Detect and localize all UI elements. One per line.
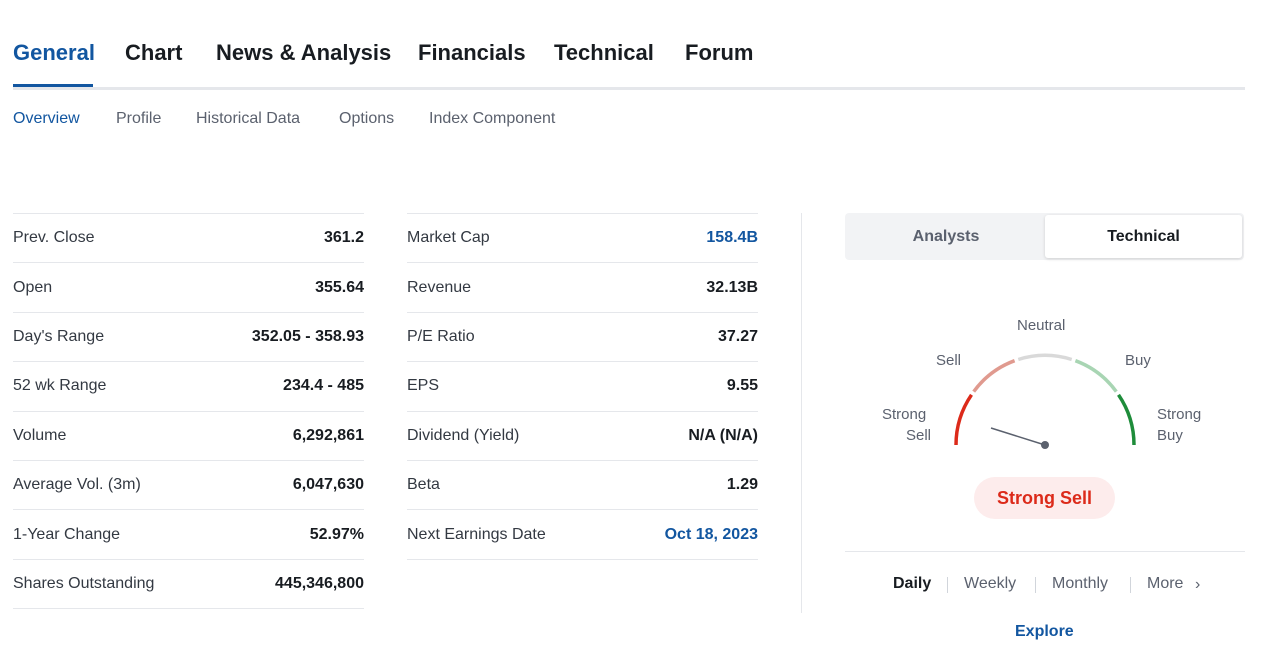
stat-label: Beta bbox=[407, 476, 440, 494]
gauge-label-neutral: Neutral bbox=[1017, 317, 1066, 334]
subtab-index-component[interactable]: Index Component bbox=[429, 110, 556, 127]
tab-news-analysis[interactable]: News & Analysis bbox=[216, 40, 392, 65]
stat-label: 1-Year Change bbox=[13, 525, 121, 543]
stat-label: Average Vol. (3m) bbox=[13, 476, 141, 494]
section-divider bbox=[845, 551, 1245, 552]
key-stats-left: Prev. Close 361.2 Open 355.64 Day's Range 3… bbox=[13, 213, 364, 610]
stat-label: Revenue bbox=[407, 278, 472, 296]
stat-row: Beta 1.29 bbox=[407, 461, 758, 511]
stat-label: Shares Outstanding bbox=[13, 574, 155, 592]
stat-label: Prev. Close bbox=[13, 229, 95, 247]
gauge-label-strong-buy-1: Strong bbox=[1157, 406, 1202, 423]
gauge-label-sell: Sell bbox=[936, 352, 962, 369]
tab-forum[interactable]: Forum bbox=[685, 40, 754, 65]
gauge-arc-strong-sell bbox=[954, 393, 973, 446]
stat-label: Next Earnings Date bbox=[407, 525, 546, 543]
stat-label: 52 wk Range bbox=[13, 377, 107, 395]
stat-row: EPS 9.55 bbox=[407, 362, 758, 412]
chevron-right-icon[interactable]: › bbox=[1195, 576, 1201, 593]
stat-value: 52.97% bbox=[309, 525, 364, 543]
stat-row: Revenue 32.13B bbox=[407, 263, 758, 313]
stat-value: 6,047,630 bbox=[292, 476, 364, 494]
stat-row: Day's Range 352.05 - 358.93 bbox=[13, 313, 364, 363]
stat-row: P/E Ratio 37.27 bbox=[407, 313, 758, 363]
stat-row: Average Vol. (3m) 6,047,630 bbox=[13, 461, 364, 511]
stat-value: N/A (N/A) bbox=[688, 426, 758, 444]
period-separator bbox=[947, 577, 948, 593]
stat-value: 352.05 - 358.93 bbox=[251, 327, 364, 345]
period-separator bbox=[1035, 577, 1036, 593]
column-divider bbox=[801, 213, 802, 613]
stat-label: Day's Range bbox=[13, 327, 105, 345]
period-separator bbox=[1130, 577, 1131, 593]
stat-label: P/E Ratio bbox=[407, 327, 475, 345]
period-monthly[interactable]: Monthly bbox=[1052, 575, 1109, 592]
gauge-needle-pivot bbox=[1041, 441, 1049, 449]
stat-value: 355.64 bbox=[315, 278, 364, 296]
summary-toggle: Analysts Technical bbox=[845, 213, 1244, 260]
stat-value: 1.29 bbox=[726, 476, 758, 494]
stat-row: Shares Outstanding 445,346,800 bbox=[13, 560, 364, 610]
key-stats-right: Market Cap 158.4B Revenue 32.13B P/E Ratio… bbox=[407, 213, 758, 560]
period-more[interactable]: More bbox=[1147, 575, 1184, 592]
stat-row: Open 355.64 bbox=[13, 263, 364, 313]
earnings-date-link[interactable]: Oct 18, 2023 bbox=[664, 525, 758, 543]
stat-row: Prev. Close 361.2 bbox=[13, 214, 364, 264]
stat-value: 6,292,861 bbox=[292, 426, 364, 444]
stat-value: 234.4 - 485 bbox=[283, 377, 364, 395]
stat-row: Next Earnings Date Oct 18, 2023 bbox=[407, 510, 758, 560]
main-tab-bar: General Chart News & Analysis Financials… bbox=[13, 0, 1245, 90]
subtab-overview[interactable]: Overview bbox=[13, 110, 80, 127]
stat-value: 32.13B bbox=[706, 278, 758, 296]
tab-technical[interactable]: Technical bbox=[554, 40, 654, 65]
stat-label: Volume bbox=[13, 426, 67, 444]
active-tab-indicator bbox=[13, 84, 93, 87]
stat-row: Market Cap 158.4B bbox=[407, 214, 758, 264]
subtab-options[interactable]: Options bbox=[339, 110, 395, 127]
stat-label: Open bbox=[13, 278, 53, 296]
period-selector: Daily Weekly Monthly More › bbox=[845, 568, 1245, 602]
period-weekly[interactable]: Weekly bbox=[964, 575, 1017, 592]
stat-value: 445,346,800 bbox=[275, 574, 364, 592]
gauge-arc-neutral bbox=[1017, 353, 1073, 362]
gauge-svg bbox=[954, 353, 1136, 449]
gauge-arc-buy bbox=[1074, 359, 1118, 393]
gauge-label-strong-sell-2: Sell bbox=[906, 427, 932, 444]
explore-link[interactable]: Explore bbox=[1015, 623, 1074, 640]
gauge-label-strong-sell-1: Strong bbox=[882, 406, 927, 423]
subtab-historical-data[interactable]: Historical Data bbox=[196, 110, 301, 127]
gauge-label-strong-buy-2: Buy bbox=[1157, 427, 1183, 444]
stat-value: 37.27 bbox=[717, 327, 758, 345]
stat-row: Dividend (Yield) N/A (N/A) bbox=[407, 412, 758, 461]
technical-toggle-button[interactable]: Technical bbox=[1045, 215, 1242, 258]
stat-label: Dividend (Yield) bbox=[407, 426, 520, 444]
gauge-arc-strong-buy bbox=[1117, 393, 1136, 446]
stat-label: Market Cap bbox=[407, 229, 490, 247]
tab-chart[interactable]: Chart bbox=[125, 40, 183, 65]
subtab-profile[interactable]: Profile bbox=[116, 110, 162, 127]
stat-label: EPS bbox=[407, 377, 440, 395]
technical-summary-badge: Strong Sell bbox=[974, 477, 1115, 519]
technical-gauge: Neutral Sell Buy Strong Sell Strong Buy bbox=[845, 300, 1245, 460]
period-daily[interactable]: Daily bbox=[893, 575, 932, 592]
analysts-toggle-button[interactable]: Analysts bbox=[912, 227, 980, 245]
stat-value: 361.2 bbox=[323, 229, 364, 247]
tab-general[interactable]: General bbox=[13, 40, 95, 65]
stat-row: 52 wk Range 234.4 - 485 bbox=[13, 362, 364, 412]
stat-row: 1-Year Change 52.97% bbox=[13, 510, 364, 560]
market-cap-link[interactable]: 158.4B bbox=[706, 229, 758, 247]
gauge-arc-sell bbox=[972, 359, 1016, 393]
gauge-needle bbox=[990, 427, 1046, 446]
tab-financials[interactable]: Financials bbox=[418, 40, 526, 65]
gauge-label-buy: Buy bbox=[1125, 352, 1151, 369]
stat-row: Volume 6,292,861 bbox=[13, 412, 364, 461]
stat-value: 9.55 bbox=[726, 377, 758, 395]
